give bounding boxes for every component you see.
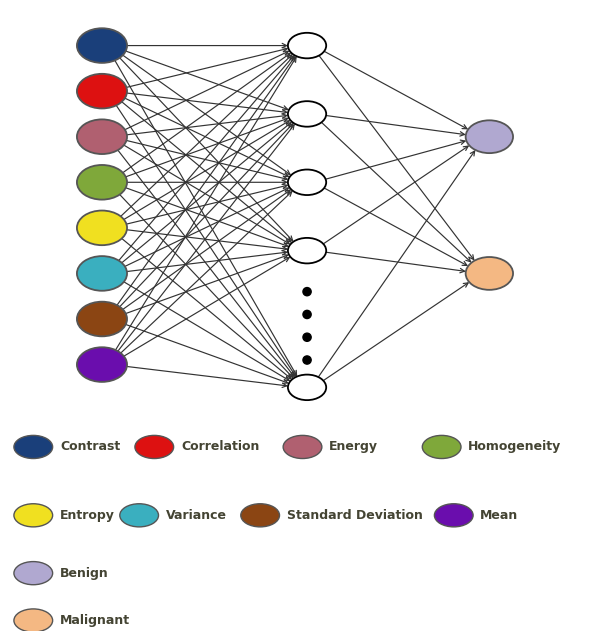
Ellipse shape [288,375,326,400]
Ellipse shape [77,28,127,63]
Ellipse shape [466,257,513,290]
Ellipse shape [77,256,127,291]
Ellipse shape [120,504,159,527]
Text: Malignant: Malignant [60,614,130,627]
Ellipse shape [77,74,127,109]
Ellipse shape [288,33,326,58]
Text: Energy: Energy [329,440,378,454]
Ellipse shape [303,333,311,341]
Ellipse shape [77,347,127,382]
Ellipse shape [303,356,311,364]
Ellipse shape [303,288,311,296]
Text: Mean: Mean [480,509,518,522]
Text: Homogeneity: Homogeneity [468,440,561,454]
Ellipse shape [77,165,127,199]
Ellipse shape [466,121,513,153]
Ellipse shape [77,302,127,336]
Text: Contrast: Contrast [60,440,120,454]
Text: Benign: Benign [60,567,109,580]
Ellipse shape [288,170,326,195]
Ellipse shape [14,609,53,631]
Ellipse shape [14,562,53,585]
Ellipse shape [14,435,53,459]
Ellipse shape [77,119,127,154]
Ellipse shape [241,504,280,527]
Ellipse shape [135,435,174,459]
Text: Standard Deviation: Standard Deviation [287,509,423,522]
Ellipse shape [288,101,326,127]
Ellipse shape [422,435,461,459]
Ellipse shape [14,504,53,527]
Text: Entropy: Entropy [60,509,115,522]
Ellipse shape [77,211,127,245]
Text: Variance: Variance [166,509,227,522]
Ellipse shape [283,435,322,459]
Ellipse shape [288,238,326,263]
Ellipse shape [434,504,473,527]
Text: Correlation: Correlation [181,440,260,454]
Ellipse shape [303,310,311,319]
